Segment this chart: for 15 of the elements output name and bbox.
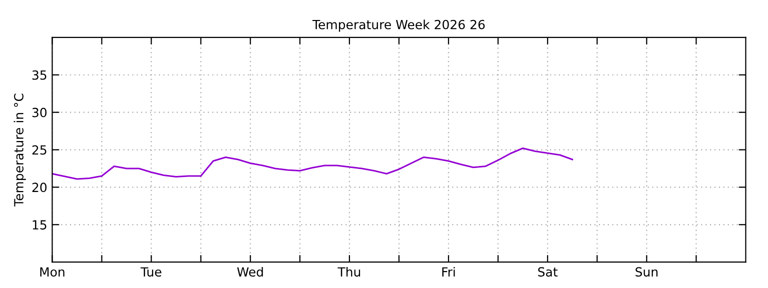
x-tick-label: Sun (636, 267, 658, 277)
line-series (52, 147, 574, 180)
y-tick-label: 35 (32, 70, 46, 80)
y-tick-label: 25 (32, 145, 46, 155)
x-tick-label: Wed (237, 266, 263, 277)
y-tick-label: 20 (32, 182, 47, 192)
y-axis-title: Temperature in °C (14, 94, 26, 207)
x-tick-label: Fri (442, 266, 455, 276)
x-tick-label: Tue (140, 267, 162, 277)
x-tick-label: Sat (538, 267, 558, 277)
x-tick-label: Mon (40, 267, 64, 277)
x-tick-label: Thu (338, 266, 360, 277)
y-tick-label: 15 (32, 220, 46, 230)
chart-title: Temperature Week 2026 26 (312, 20, 485, 32)
y-tick-label: 30 (32, 108, 47, 118)
